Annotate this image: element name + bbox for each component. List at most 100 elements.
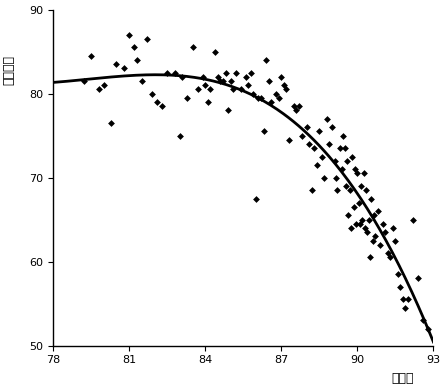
Point (263, 57, 270, 63)
Point (370, 212, 377, 218)
Point (252, 196, 260, 202)
Point (80, 78, 87, 84)
Point (290, 103, 297, 109)
Point (260, 128, 267, 135)
Point (275, 95, 282, 101)
Point (360, 170, 367, 177)
Point (313, 162, 320, 168)
Point (285, 137, 293, 143)
Point (425, 326, 432, 332)
Point (153, 99, 161, 105)
Point (273, 90, 280, 97)
Point (368, 196, 375, 202)
Point (340, 132, 347, 139)
Point (268, 99, 275, 105)
X-axis label: 脱硝率: 脱硝率 (392, 372, 414, 385)
Point (159, 103, 166, 109)
Point (184, 95, 191, 101)
Point (126, 32, 133, 38)
Point (369, 237, 376, 244)
Point (257, 95, 264, 101)
Point (179, 74, 186, 80)
Point (207, 86, 214, 92)
Point (336, 145, 343, 151)
Point (120, 65, 128, 71)
Point (379, 221, 386, 227)
Point (255, 95, 262, 101)
Point (113, 61, 120, 67)
Point (334, 187, 341, 193)
Point (349, 153, 356, 159)
Point (250, 90, 257, 97)
Y-axis label: 氨逃逸率: 氨逃逸率 (2, 55, 15, 85)
Point (361, 225, 368, 231)
Point (328, 124, 335, 130)
Point (347, 225, 355, 231)
Point (108, 120, 115, 126)
Point (356, 221, 363, 227)
Point (339, 166, 346, 172)
Point (230, 86, 237, 92)
Point (367, 254, 374, 260)
Point (352, 221, 359, 227)
Point (376, 242, 384, 248)
Point (415, 275, 422, 281)
Point (199, 74, 206, 80)
Point (341, 145, 348, 151)
Point (350, 204, 357, 210)
Point (171, 69, 178, 76)
Point (131, 44, 138, 50)
Point (343, 158, 351, 164)
Point (372, 233, 379, 239)
Point (409, 217, 417, 223)
Point (402, 305, 409, 311)
Point (355, 200, 362, 206)
Point (343, 183, 350, 189)
Point (95, 86, 102, 92)
Point (237, 86, 244, 92)
Point (283, 86, 290, 92)
Point (242, 74, 249, 80)
Point (215, 74, 222, 80)
Point (397, 284, 404, 290)
Point (374, 208, 381, 214)
Point (227, 78, 234, 84)
Point (149, 90, 156, 97)
Point (280, 82, 287, 88)
Point (298, 132, 305, 139)
Point (295, 103, 302, 109)
Point (265, 78, 272, 84)
Point (189, 44, 196, 50)
Point (326, 141, 333, 147)
Point (247, 69, 254, 76)
Point (394, 271, 401, 277)
Point (359, 217, 366, 223)
Point (365, 217, 372, 223)
Point (311, 145, 318, 151)
Point (217, 78, 224, 84)
Point (323, 116, 330, 122)
Point (306, 141, 313, 147)
Point (420, 317, 427, 324)
Point (351, 166, 359, 172)
Point (400, 296, 407, 303)
Point (354, 170, 361, 177)
Point (143, 36, 150, 42)
Point (363, 187, 370, 193)
Point (382, 229, 389, 235)
Point (138, 78, 145, 84)
Point (364, 229, 371, 235)
Point (389, 225, 396, 231)
Point (219, 78, 227, 84)
Point (316, 128, 323, 135)
Point (384, 250, 391, 256)
Point (245, 82, 252, 88)
Point (392, 237, 399, 244)
Point (345, 212, 352, 218)
Point (318, 153, 326, 159)
Point (202, 82, 209, 88)
Point (346, 187, 353, 193)
Point (224, 107, 231, 113)
Point (232, 69, 239, 76)
Point (212, 48, 219, 55)
